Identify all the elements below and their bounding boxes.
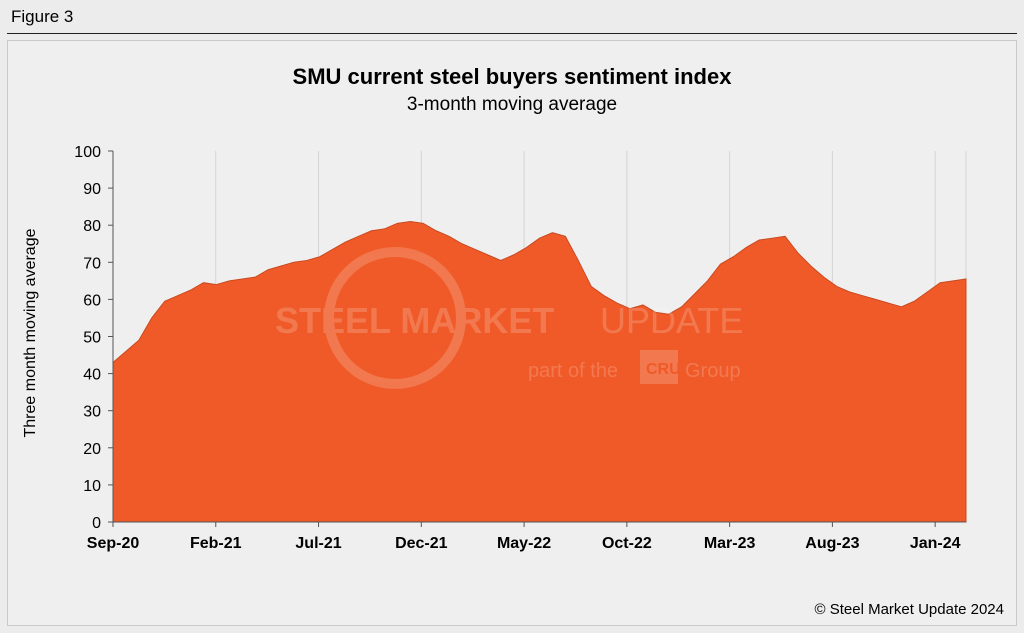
y-tick-label: 20 <box>83 441 101 458</box>
y-tick-labels: 0 10 20 30 40 50 60 70 80 90 100 <box>74 144 101 532</box>
x-tick-label: Mar-23 <box>704 535 756 552</box>
y-tick-label: 0 <box>92 515 101 532</box>
copyright-notice: © Steel Market Update 2024 <box>814 601 1005 618</box>
chart-subtitle: 3-month moving average <box>406 94 618 115</box>
y-tick-label: 30 <box>83 404 101 421</box>
watermark-badge-text: CRU <box>646 361 681 378</box>
figure-divider <box>7 33 1017 34</box>
x-tick-label: Oct-22 <box>602 535 652 552</box>
watermark-line1-light: UPDATE <box>600 300 743 341</box>
figure-label: Figure 3 <box>11 7 74 26</box>
watermark-line2-suffix: Group <box>685 360 741 382</box>
x-tick-label: Jan-24 <box>910 535 961 552</box>
y-tick-label: 40 <box>83 367 101 384</box>
series-area <box>112 220 967 523</box>
y-tick-label: 10 <box>83 478 101 495</box>
watermark-line2-prefix: part of the <box>528 360 618 382</box>
x-tick-label: Jul-21 <box>295 535 341 552</box>
watermark: STEEL MARKET UPDATE part of the CRU Grou… <box>275 247 743 389</box>
y-tick-label: 90 <box>83 181 101 198</box>
watermark-line1-bold: STEEL MARKET <box>275 300 554 341</box>
y-tick-label: 100 <box>74 144 101 161</box>
watermark-badge <box>640 350 678 384</box>
x-tick-label: Sep-20 <box>87 535 140 552</box>
y-axis-label: Three month moving average <box>22 228 39 437</box>
x-tick-label: Dec-21 <box>395 535 448 552</box>
figure-header: Figure 3 <box>0 0 1024 36</box>
y-tick-label: 70 <box>83 255 101 272</box>
x-tick-labels: Sep-20 Feb-21 Jul-21 Dec-21 May-22 Oct-22 Mar-… <box>87 535 961 552</box>
x-tick-label: Aug-23 <box>805 535 859 552</box>
y-tick-label: 80 <box>83 218 101 235</box>
chart-title: SMU current steel buyers sentiment index <box>292 64 732 89</box>
x-tick-label: May-22 <box>497 535 551 552</box>
y-tick-label: 50 <box>83 330 101 347</box>
y-tick-label: 60 <box>83 292 101 309</box>
watermark-ring-icon <box>324 247 466 389</box>
axes <box>108 150 966 527</box>
x-tick-label: Feb-21 <box>190 535 242 552</box>
